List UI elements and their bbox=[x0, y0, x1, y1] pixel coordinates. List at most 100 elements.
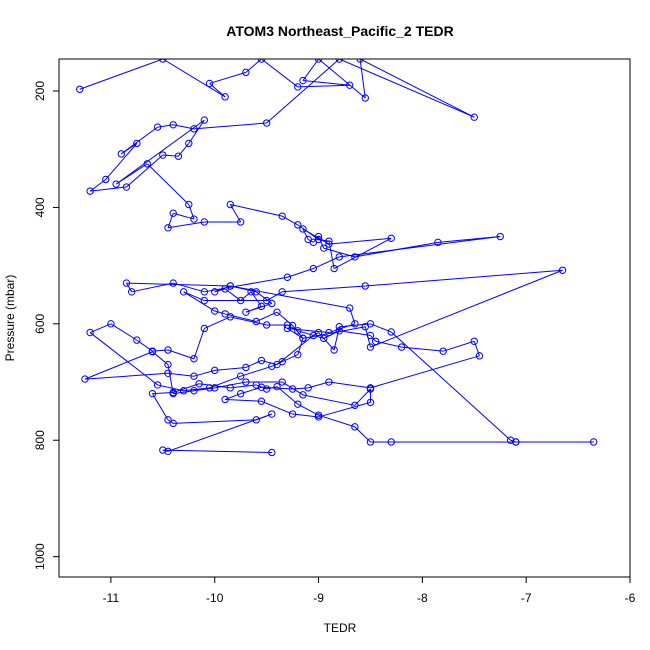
data-point bbox=[164, 360, 172, 369]
data-point bbox=[190, 215, 198, 223]
data-point bbox=[86, 187, 94, 195]
data-point bbox=[273, 308, 281, 316]
x-tick-label: -6 bbox=[625, 591, 636, 605]
data-point bbox=[86, 328, 94, 337]
data-point bbox=[236, 389, 245, 398]
data-point bbox=[439, 347, 447, 355]
data-point bbox=[164, 346, 172, 354]
series-line-segment bbox=[261, 400, 293, 415]
series-line-segment bbox=[287, 268, 314, 278]
data-point bbox=[299, 391, 307, 399]
data-point bbox=[470, 337, 478, 345]
data-point bbox=[169, 279, 177, 287]
series-line-segment bbox=[162, 449, 272, 453]
series-line-segment bbox=[370, 335, 377, 342]
data-point bbox=[190, 355, 198, 363]
series-line-segment bbox=[167, 349, 195, 360]
data-point bbox=[506, 436, 515, 444]
data-point bbox=[252, 381, 260, 389]
data-point bbox=[169, 121, 177, 129]
data-point bbox=[512, 438, 520, 446]
data-point bbox=[273, 382, 281, 391]
data-point bbox=[257, 302, 266, 311]
series-line-segment bbox=[328, 381, 371, 389]
data-point bbox=[397, 343, 406, 351]
data-point bbox=[205, 79, 214, 88]
x-axis: -11 -10 -9 -8 -7 -6 bbox=[103, 577, 636, 605]
data-point bbox=[320, 244, 328, 252]
series-line-segment bbox=[240, 365, 272, 377]
series-line-segment bbox=[370, 269, 563, 348]
data-point bbox=[81, 375, 89, 383]
series-line-segment bbox=[224, 313, 257, 322]
series-line-segment bbox=[152, 349, 169, 352]
data-point bbox=[325, 240, 333, 248]
series-line-segment bbox=[266, 386, 278, 390]
data-point bbox=[330, 346, 338, 354]
data-point bbox=[434, 238, 442, 247]
series-line-segment bbox=[173, 419, 257, 424]
data-point bbox=[164, 447, 172, 455]
series-line-segment bbox=[297, 330, 324, 339]
data-point bbox=[470, 113, 478, 121]
series-line-segment bbox=[328, 237, 392, 245]
data-point bbox=[288, 385, 297, 393]
series-line-segment bbox=[339, 59, 475, 118]
series-line-segment bbox=[240, 291, 252, 301]
series-line-segment bbox=[162, 59, 226, 98]
data-point bbox=[159, 59, 167, 63]
series-line-segment bbox=[375, 340, 402, 348]
data-point bbox=[257, 397, 266, 405]
data-point bbox=[252, 317, 260, 326]
series-line-segment bbox=[167, 413, 272, 452]
series-line-segment bbox=[318, 332, 335, 351]
data-point bbox=[107, 320, 115, 328]
data-point bbox=[236, 218, 245, 226]
data-point bbox=[242, 68, 250, 77]
series-line-segment bbox=[339, 236, 501, 258]
series-line-segment bbox=[292, 325, 304, 339]
data-point bbox=[226, 200, 235, 209]
data-point bbox=[345, 81, 354, 89]
series-line-segment bbox=[318, 414, 356, 428]
series-line-segment bbox=[110, 323, 138, 341]
data-point bbox=[371, 337, 380, 345]
data-point bbox=[283, 273, 292, 281]
series-line-segment bbox=[276, 335, 314, 365]
data-point bbox=[558, 266, 567, 274]
data-point bbox=[112, 180, 120, 188]
y-axis: 200 400 600 800 1000 bbox=[33, 81, 59, 570]
data-point bbox=[304, 384, 312, 392]
series-line-segment bbox=[297, 84, 350, 88]
data-point bbox=[205, 384, 214, 392]
data-point bbox=[309, 238, 318, 247]
data-point bbox=[325, 378, 333, 386]
data-point bbox=[361, 94, 369, 102]
data-point bbox=[278, 288, 286, 296]
series-line-segment bbox=[214, 310, 226, 315]
data-point bbox=[117, 150, 125, 158]
data-point bbox=[589, 438, 598, 446]
series-line-segment bbox=[442, 340, 475, 352]
data-point bbox=[366, 385, 375, 393]
series-line-segment bbox=[339, 323, 371, 328]
data-point bbox=[153, 123, 162, 131]
y-tick-label: 600 bbox=[33, 313, 47, 333]
series-line-segment bbox=[152, 393, 169, 421]
data-point bbox=[262, 385, 271, 393]
data-point bbox=[387, 438, 395, 446]
data-point bbox=[351, 320, 359, 328]
series-line-segment bbox=[292, 387, 309, 390]
data-point bbox=[257, 356, 266, 365]
data-point bbox=[351, 401, 359, 410]
data-point bbox=[190, 387, 198, 395]
data-point bbox=[496, 232, 504, 241]
series-line-segment bbox=[183, 291, 215, 312]
data-point bbox=[226, 313, 235, 321]
series-line-segment bbox=[302, 80, 350, 86]
data-point bbox=[200, 296, 209, 305]
data-point bbox=[278, 378, 286, 386]
data-point bbox=[335, 327, 344, 335]
data-point bbox=[200, 218, 209, 226]
series-line-segment bbox=[230, 316, 267, 326]
